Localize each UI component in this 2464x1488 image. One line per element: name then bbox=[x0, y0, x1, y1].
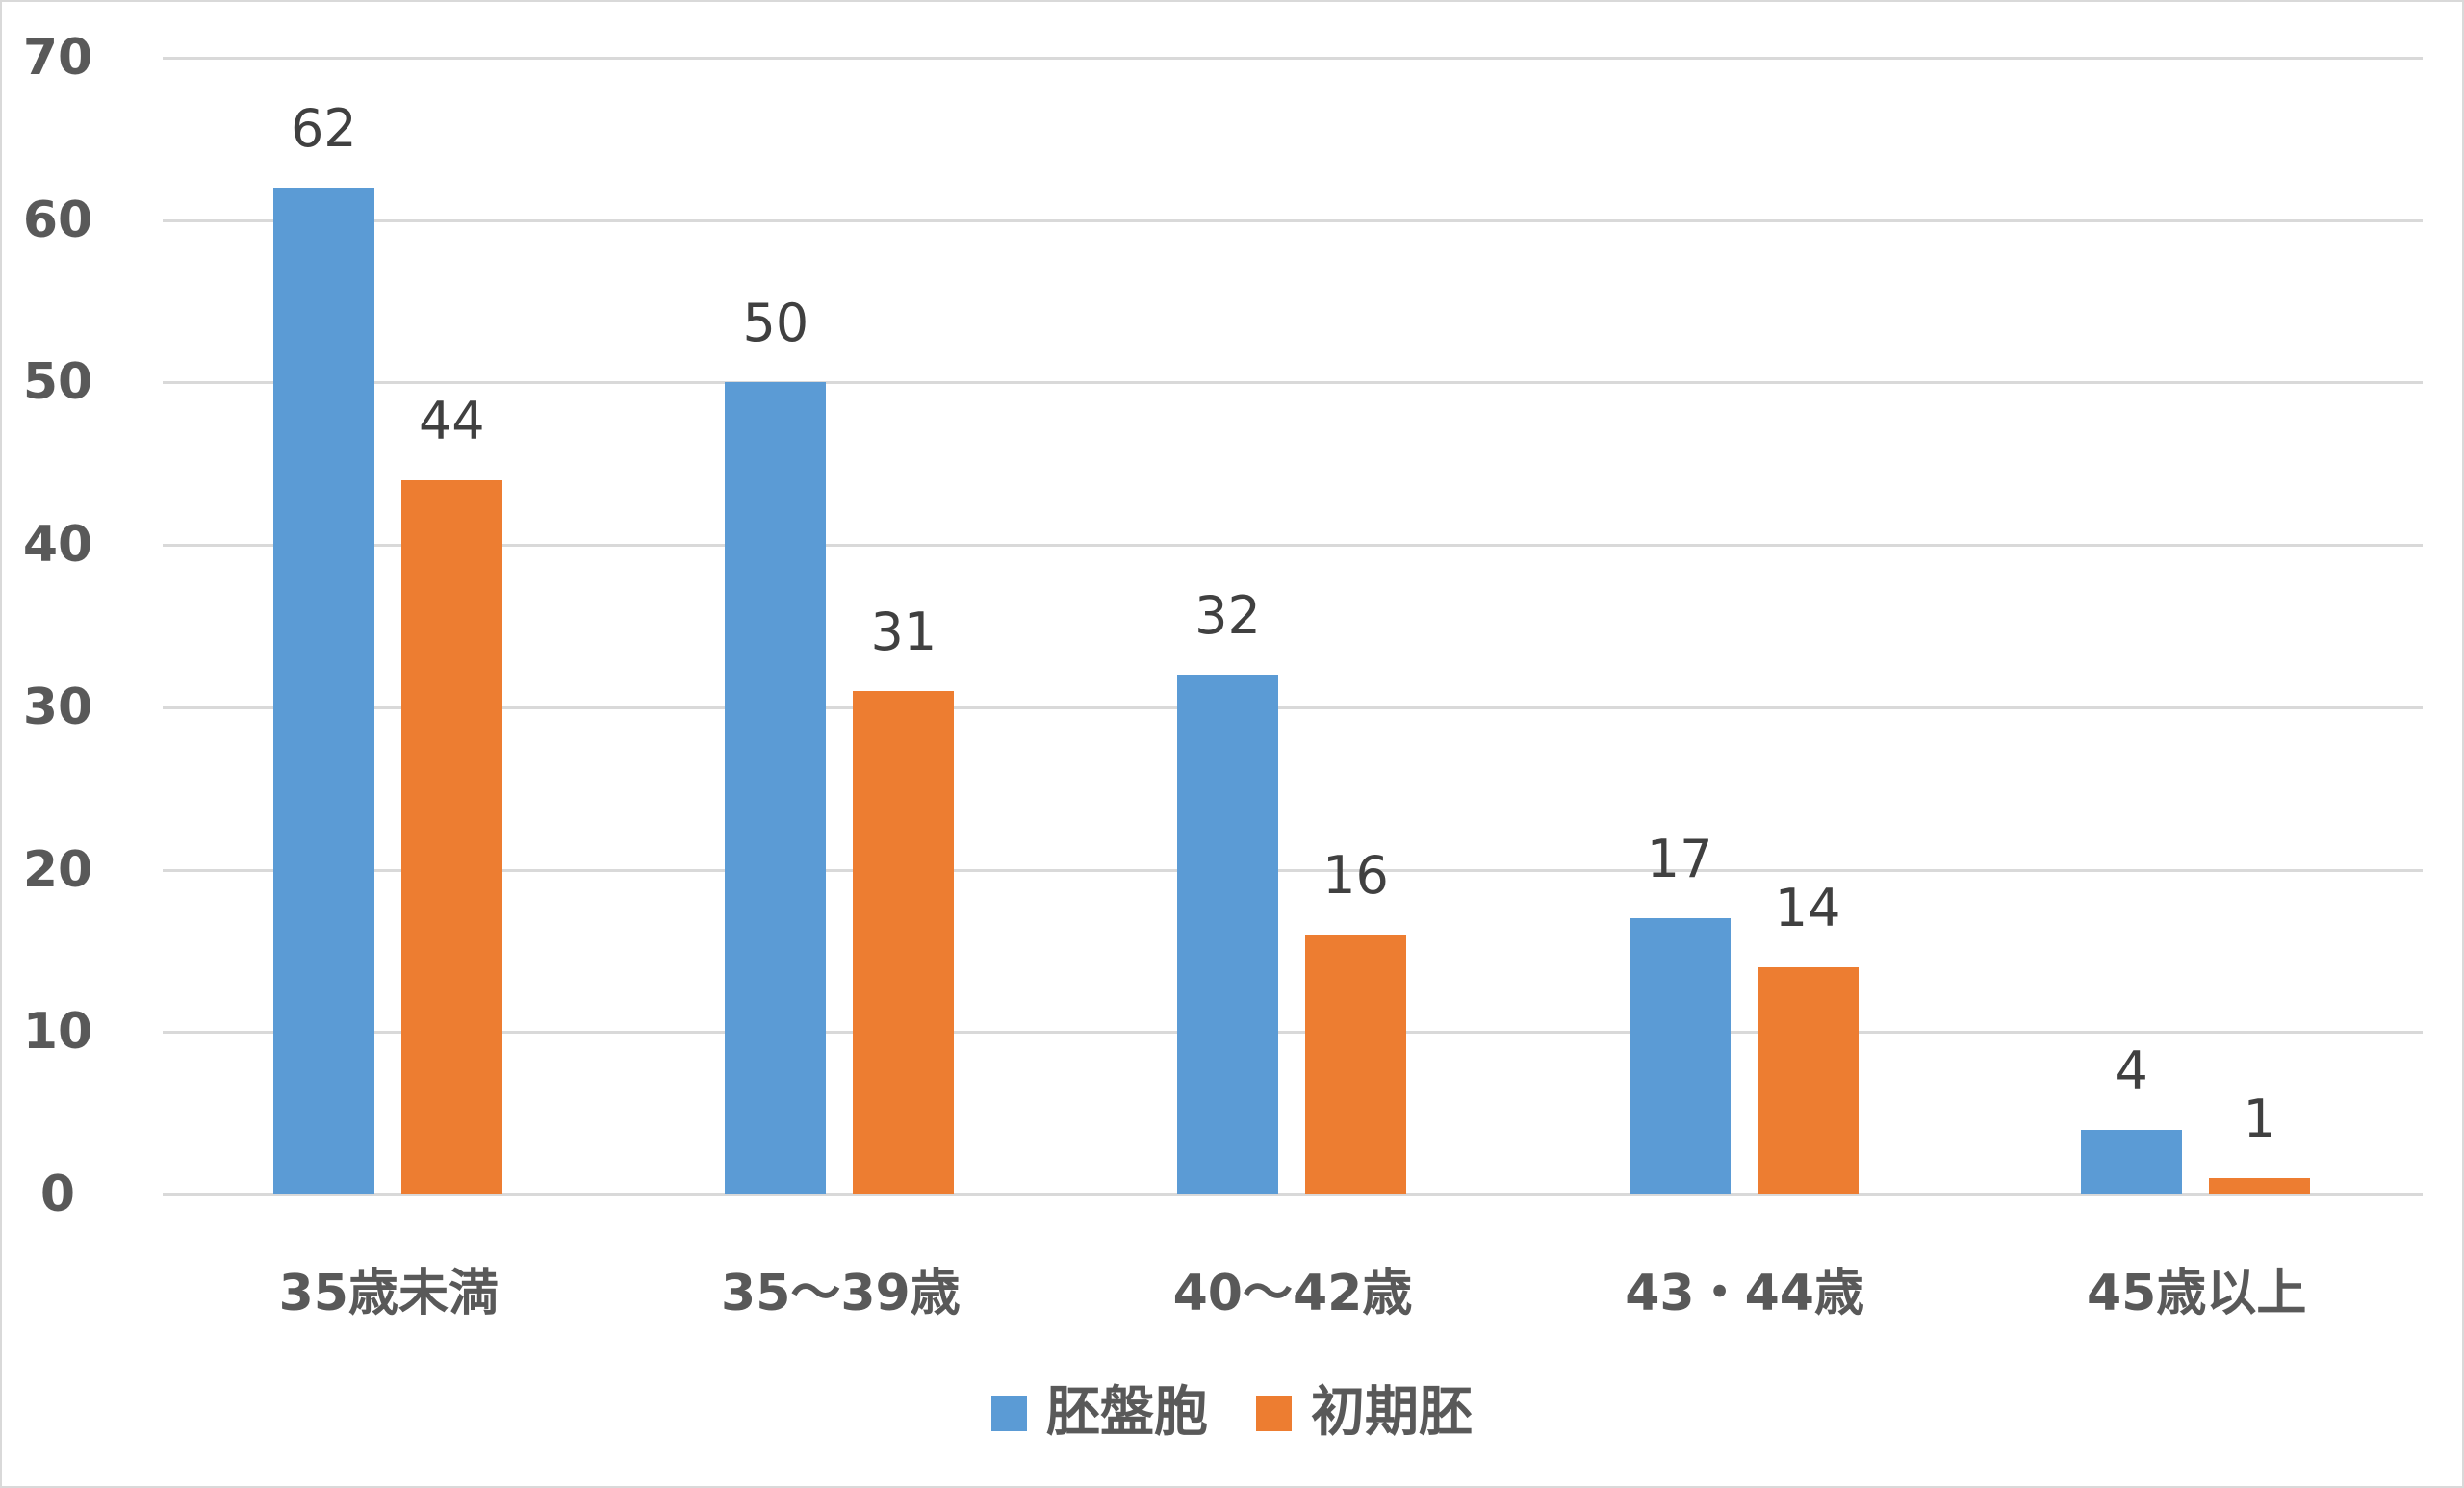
data-label: 16 bbox=[1322, 845, 1389, 907]
gridline bbox=[163, 1193, 2423, 1196]
bar-blastocyst[interactable] bbox=[1177, 675, 1278, 1194]
bar-blastocyst[interactable] bbox=[725, 382, 827, 1194]
data-label: 14 bbox=[1774, 877, 1841, 938]
y-tick-label: 60 bbox=[22, 191, 93, 249]
y-tick-label: 0 bbox=[39, 1166, 76, 1223]
y-tick-label: 70 bbox=[22, 29, 93, 87]
gridline bbox=[163, 1031, 2423, 1035]
legend-label: 胚盤胞 bbox=[1046, 1381, 1208, 1444]
legend-item-early-embryo[interactable]: 初期胚 bbox=[1256, 1386, 1473, 1440]
bar-early-embryo[interactable] bbox=[853, 691, 955, 1194]
legend-item-blastocyst[interactable]: 胚盤胞 bbox=[991, 1386, 1208, 1440]
data-label: 17 bbox=[1646, 829, 1713, 890]
gridline bbox=[163, 381, 2423, 385]
gridline bbox=[163, 218, 2423, 222]
gridline bbox=[163, 57, 2423, 60]
x-category-label: 43・44歳 bbox=[1625, 1265, 1864, 1322]
legend-swatch-orange-icon bbox=[1256, 1395, 1292, 1431]
bar-blastocyst[interactable] bbox=[2081, 1129, 2183, 1194]
data-label: 4 bbox=[2115, 1039, 2148, 1101]
data-label: 62 bbox=[290, 97, 357, 159]
y-tick-label: 30 bbox=[22, 678, 93, 736]
data-label: 50 bbox=[742, 293, 809, 354]
legend: 胚盤胞 初期胚 bbox=[0, 1386, 2464, 1440]
x-category-label: 40〜42歳 bbox=[1172, 1265, 1413, 1322]
gridline bbox=[163, 706, 2423, 709]
data-label: 1 bbox=[2243, 1089, 2276, 1150]
y-tick-label: 20 bbox=[22, 840, 93, 899]
gridline bbox=[163, 544, 2423, 548]
bar-blastocyst[interactable] bbox=[272, 187, 374, 1194]
legend-label: 初期胚 bbox=[1311, 1381, 1473, 1444]
plot-area: 0 10 20 30 40 50 60 70 62 44 50 31 32 16 17 14 4 1 bbox=[23, 33, 2423, 1219]
bar-early-embryo[interactable] bbox=[1757, 966, 1859, 1194]
x-category-label: 45歳以上 bbox=[2087, 1265, 2307, 1322]
data-label: 32 bbox=[1194, 585, 1261, 647]
bar-early-embryo[interactable] bbox=[400, 479, 502, 1194]
data-label: 31 bbox=[870, 601, 937, 662]
x-category-label: 35〜39歳 bbox=[721, 1265, 961, 1322]
bar-early-embryo[interactable] bbox=[2209, 1178, 2311, 1194]
bar-early-embryo[interactable] bbox=[1305, 935, 1406, 1194]
data-label: 44 bbox=[418, 390, 485, 451]
x-category-label: 35歳未満 bbox=[278, 1265, 499, 1322]
gridline bbox=[163, 868, 2423, 872]
y-tick-label: 50 bbox=[22, 353, 93, 412]
y-tick-label: 40 bbox=[22, 516, 93, 575]
legend-swatch-blue-icon bbox=[991, 1395, 1027, 1431]
y-tick-label: 10 bbox=[22, 1003, 93, 1062]
bar-blastocyst[interactable] bbox=[1629, 918, 1731, 1194]
